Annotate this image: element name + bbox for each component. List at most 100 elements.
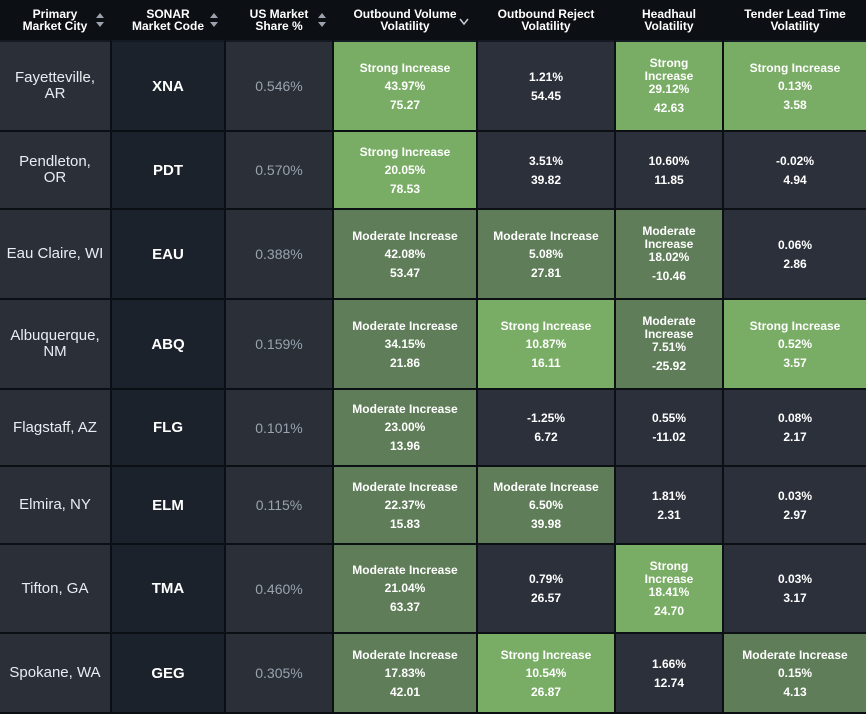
cell-hh: 0.55% -11.02	[616, 390, 722, 465]
market-share-text: 0.101%	[255, 419, 303, 436]
volatility-score: 75.27	[389, 97, 421, 112]
volatility-percent: 0.79%	[528, 572, 564, 586]
table-row[interactable]: Elmira, NY ELM 0.115% Moderate Increase 22.3…	[0, 467, 866, 543]
cell-market-code: FLG	[112, 390, 224, 465]
volatility-score: 26.87	[530, 684, 562, 699]
col-outbound-volume-volatility[interactable]: Outbound Volume Volatility	[334, 0, 476, 40]
market-share-text: 0.570%	[255, 162, 303, 178]
volatility-label: Moderate Increase	[352, 563, 458, 577]
row-divider	[0, 632, 866, 634]
volatility-label: Strong Increase	[749, 60, 841, 75]
volatility-label: Moderate Increase	[352, 479, 458, 494]
volatility-score: 2.97	[783, 507, 807, 522]
volatility-percent: 0.03%	[777, 572, 813, 586]
market-city-text: Spokane, WA	[9, 664, 101, 681]
cell-obv: Moderate Increase 21.04% 63.37	[334, 545, 476, 632]
volatility-percent: 0.08%	[777, 411, 813, 425]
market-city-text: Elmira, NY	[19, 496, 91, 513]
table-header: Primary Market City SONAR Market Code US…	[0, 0, 866, 40]
volatility-score: -11.02	[652, 430, 686, 444]
cell-tlt: Strong Increase 0.52% 3.57	[724, 300, 866, 388]
column-divider	[332, 40, 334, 712]
volatility-label: Moderate Increase	[493, 228, 599, 243]
cell-hh: Strong Increase 29.12% 42.63	[616, 42, 722, 130]
volatility-score: 42.63	[653, 101, 685, 115]
volatility-percent: 0.06%	[777, 237, 813, 252]
cell-obv: Moderate Increase 34.15% 21.86	[334, 300, 476, 388]
volatility-percent: 0.55%	[651, 411, 687, 425]
volatility-percent: 6.50%	[528, 497, 564, 512]
volatility-score: 39.98	[530, 516, 562, 531]
volatility-score: 24.70	[653, 603, 685, 618]
cell-tlt: 0.03% 2.97	[724, 467, 866, 543]
table-row[interactable]: Albuquerque, NM ABQ 0.159% Moderate Increas…	[0, 300, 866, 388]
table-row[interactable]: Eau Claire, WI EAU 0.388% Moderate Increase…	[0, 210, 866, 298]
volatility-label: Strong Increase	[644, 56, 694, 83]
volatility-label: Strong Increase	[359, 60, 451, 75]
row-divider	[0, 130, 866, 132]
volatility-label: Moderate Increase	[493, 479, 599, 494]
col-headhaul-volatility[interactable]: Headhaul Volatility	[641, 7, 696, 33]
cell-market-code: GEG	[112, 634, 224, 712]
sort-icon[interactable]	[95, 12, 105, 28]
cell-market-share: 0.159%	[226, 300, 332, 388]
volatility-label: Moderate Increase	[352, 402, 458, 416]
market-code-text: GEG	[151, 664, 185, 682]
column-divider	[476, 40, 478, 712]
col-outbound-reject-volatility[interactable]: Outbound Reject Volatility	[497, 7, 595, 33]
cell-market-code: PDT	[112, 132, 224, 208]
cell-tlt: Moderate Increase 0.15% 4.13	[724, 634, 866, 712]
cell-market-share: 0.546%	[226, 42, 332, 130]
cell-orv: Moderate Increase 6.50% 39.98	[478, 467, 614, 543]
volatility-label: Moderate Increase	[352, 228, 458, 243]
cell-obv: Moderate Increase 42.08% 53.47	[334, 210, 476, 298]
chevron-down-icon[interactable]	[459, 18, 469, 26]
market-city-text: Tifton, GA	[21, 579, 89, 597]
table-row[interactable]: Fayetteville, AR XNA 0.546% Strong Increase…	[0, 42, 866, 130]
market-city-text: Flagstaff, AZ	[13, 418, 97, 436]
cell-tlt: 0.03% 3.17	[724, 545, 866, 632]
table-row[interactable]: Tifton, GA TMA 0.460% Moderate Increase 21.0…	[0, 545, 866, 632]
market-share-text: 0.305%	[255, 665, 303, 681]
sort-icon[interactable]	[317, 12, 327, 28]
cell-market-city: Fayetteville, AR	[0, 42, 110, 130]
volatility-score: 78.53	[389, 181, 421, 196]
cell-market-share: 0.570%	[226, 132, 332, 208]
cell-tlt: 0.06% 2.86	[724, 210, 866, 298]
table-row[interactable]: Spokane, WA GEG 0.305% Moderate Increase 17.…	[0, 634, 866, 712]
volatility-percent: 43.97%	[384, 78, 426, 93]
volatility-score: 2.17	[783, 430, 807, 444]
volatility-score: 39.82	[530, 172, 562, 187]
cell-tlt: 0.08% 2.17	[724, 390, 866, 465]
cell-obv: Strong Increase 43.97% 75.27	[334, 42, 476, 130]
table-row[interactable]: Flagstaff, AZ FLG 0.101% Moderate Increase 2…	[0, 390, 866, 465]
volatility-score: 3.57	[783, 355, 807, 370]
cell-market-city: Spokane, WA	[0, 634, 110, 712]
col-sonar-market-code[interactable]: SONAR Market Code	[112, 0, 224, 40]
cell-orv: 3.51% 39.82	[478, 132, 614, 208]
volatility-score: -10.46	[651, 269, 687, 283]
market-code-text: FLG	[153, 419, 183, 436]
cell-hh: Moderate Increase 18.02% -10.46	[616, 210, 722, 298]
volatility-percent: -1.25%	[526, 411, 566, 425]
market-share-text: 0.388%	[255, 246, 303, 262]
volatility-percent: 18.41%	[648, 584, 690, 599]
cell-obv: Moderate Increase 23.00% 13.96	[334, 390, 476, 465]
column-divider	[722, 40, 724, 712]
volatility-label: Strong Increase	[500, 318, 592, 333]
volatility-score: 3.17	[783, 591, 807, 605]
volatility-score: -25.92	[651, 359, 687, 373]
cell-hh: 10.60% 11.85	[616, 132, 722, 208]
col-tender-lead-time-volatility[interactable]: Tender Lead Time Volatility	[744, 7, 846, 33]
sort-icon[interactable]	[209, 12, 219, 28]
volatility-percent: 1.21%	[528, 69, 564, 84]
cell-tlt: Strong Increase 0.13% 3.58	[724, 42, 866, 130]
col-us-market-share[interactable]: US Market Share %	[226, 0, 332, 40]
cell-obv: Moderate Increase 17.83% 42.01	[334, 634, 476, 712]
col-primary-market-city[interactable]: Primary Market City	[0, 0, 110, 40]
cell-orv: Moderate Increase 5.08% 27.81	[478, 210, 614, 298]
column-divider	[224, 40, 226, 712]
market-city-text: Albuquerque, NM	[10, 327, 100, 360]
table-row[interactable]: Pendleton, OR PDT 0.570% Strong Increase 20.…	[0, 132, 866, 208]
